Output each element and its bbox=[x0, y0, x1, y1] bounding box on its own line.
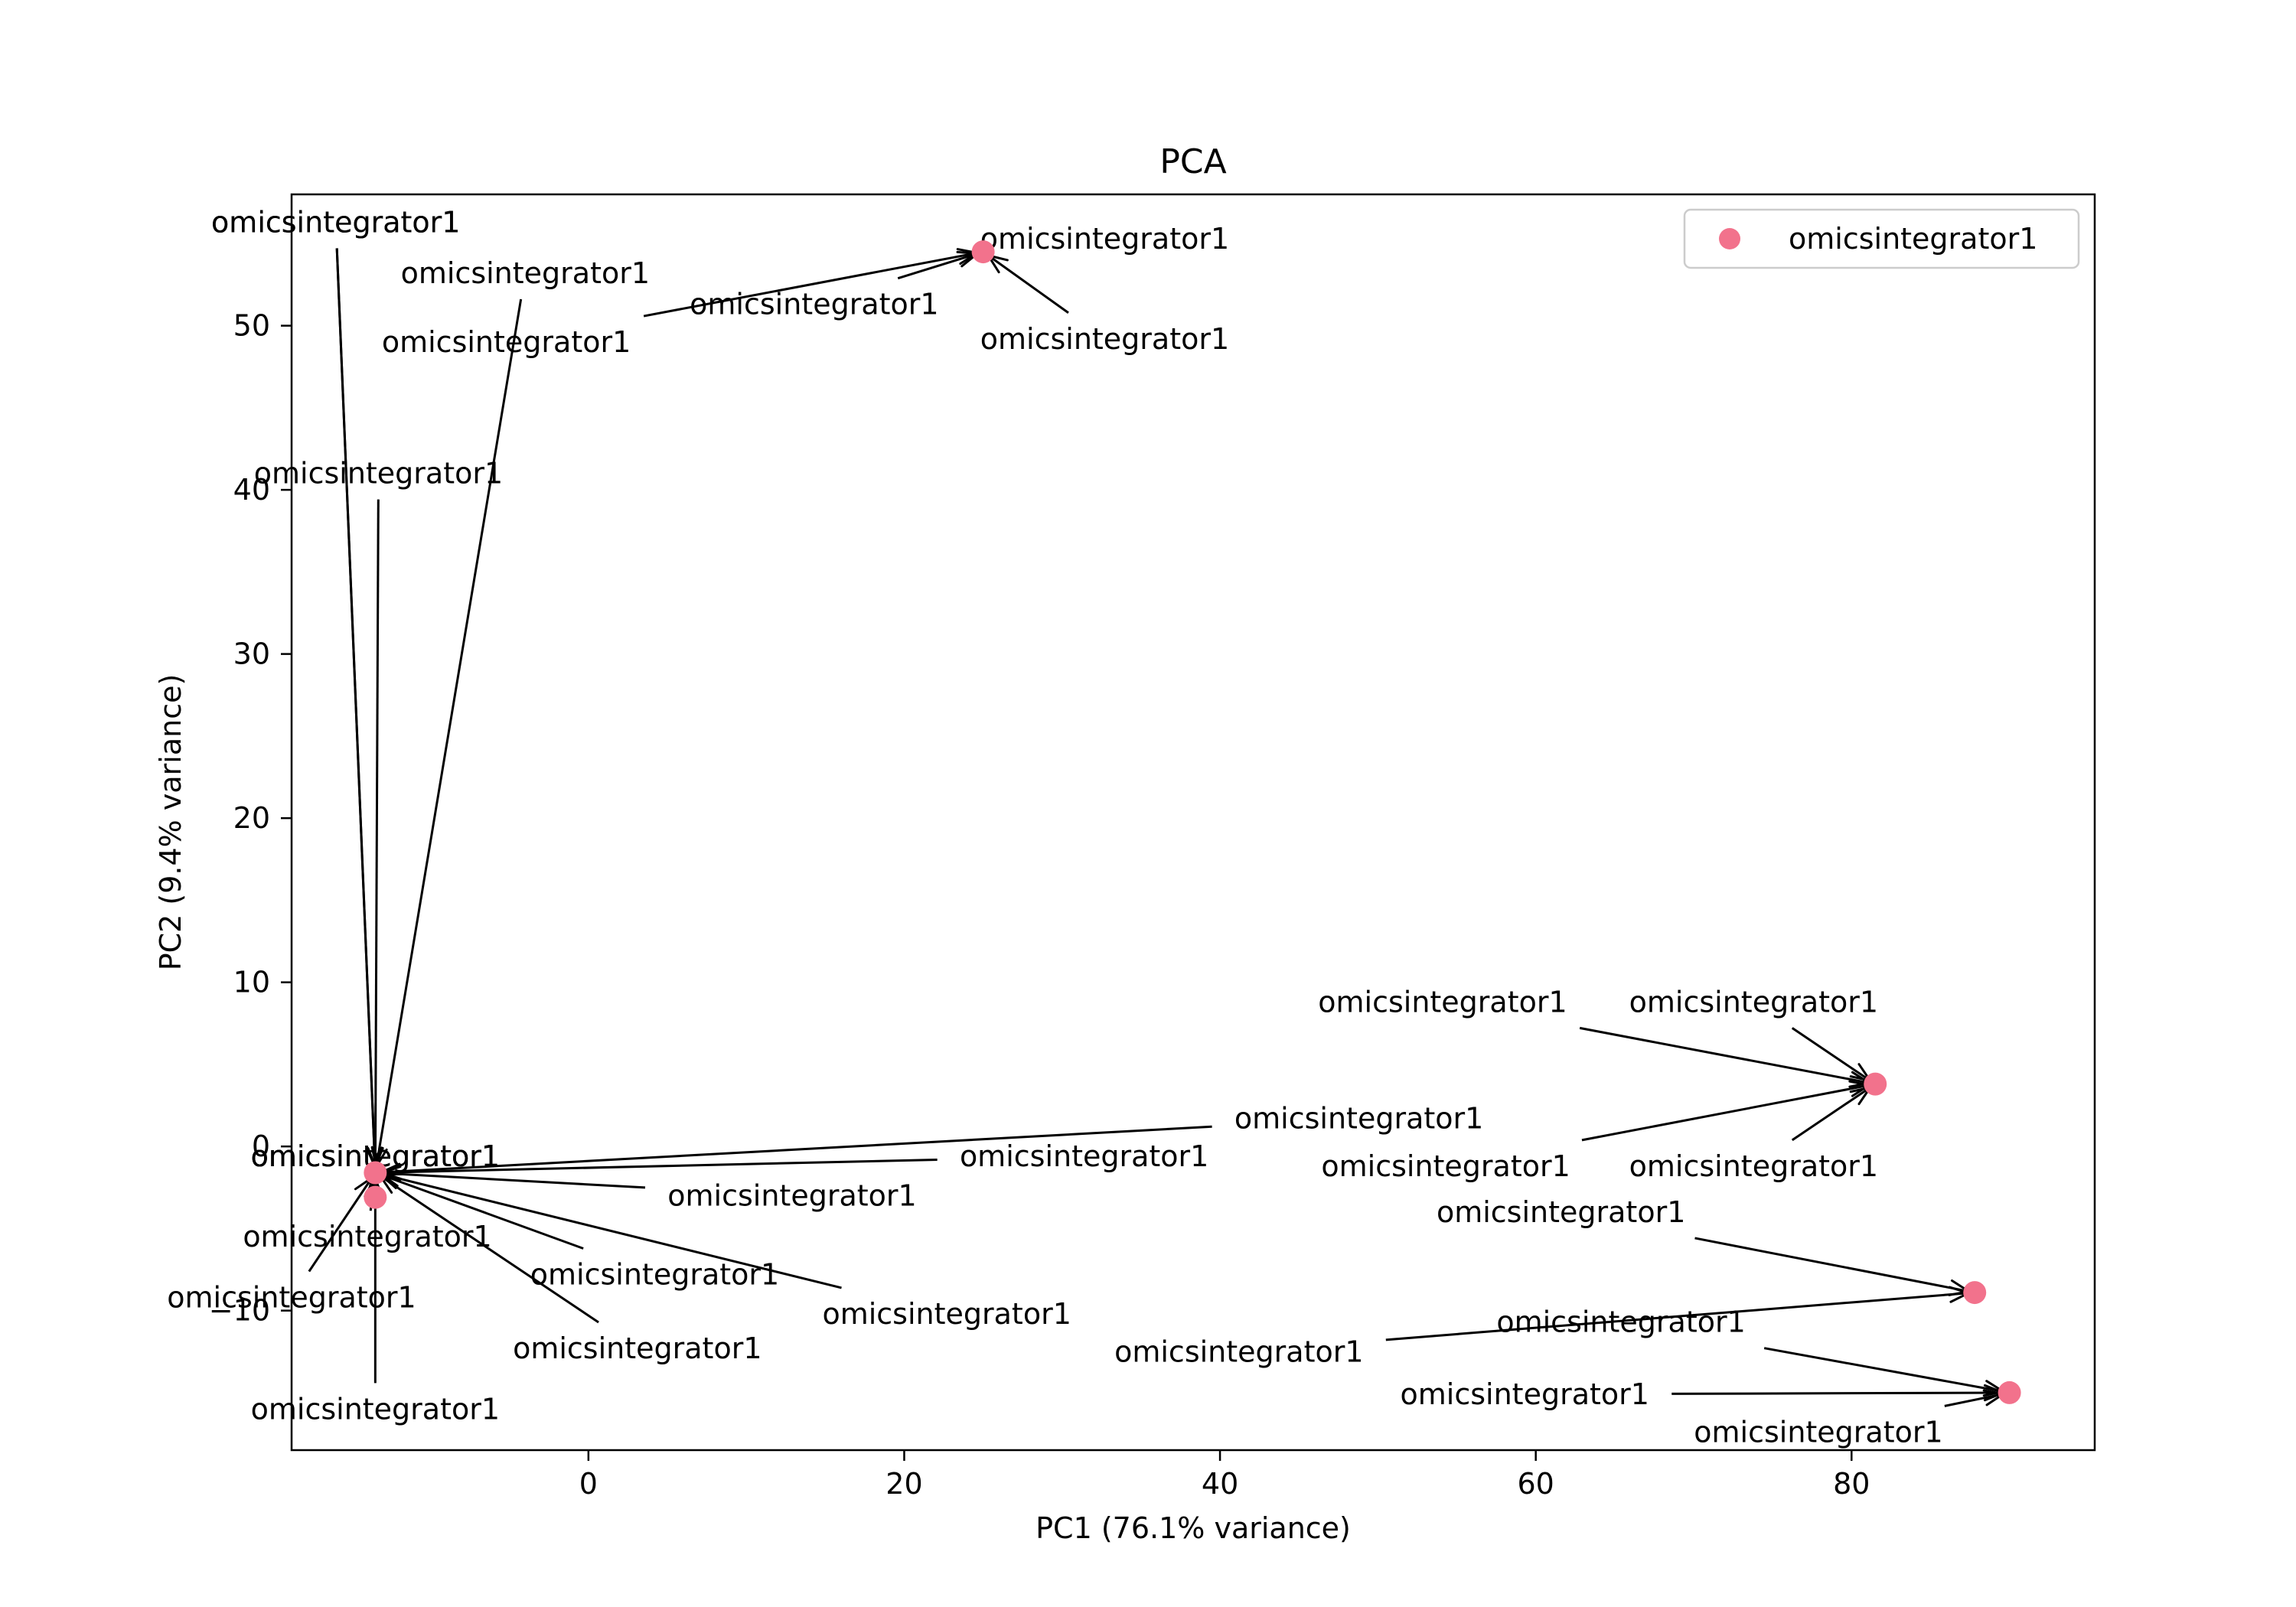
annotation-label: omicsintegrator1 bbox=[1318, 985, 1567, 1019]
annotation-arrow bbox=[308, 1177, 373, 1273]
annotation-label: omicsintegrator1 bbox=[211, 205, 460, 239]
annotation-arrow bbox=[1791, 1027, 1871, 1082]
legend-marker bbox=[1719, 228, 1740, 249]
annotation-label: omicsintegrator1 bbox=[243, 1220, 491, 1253]
x-tick-label: 0 bbox=[579, 1467, 598, 1501]
annotation-arrow bbox=[381, 1172, 646, 1189]
x-tick-label: 80 bbox=[1833, 1467, 1870, 1501]
data-points bbox=[364, 240, 2021, 1404]
annotation-label: omicsintegrator1 bbox=[1401, 1377, 1649, 1411]
y-tick-label: 0 bbox=[252, 1129, 270, 1163]
y-tick-label: −10 bbox=[209, 1294, 270, 1328]
annotation-arrow bbox=[1944, 1393, 2004, 1407]
annotation-label: omicsintegrator1 bbox=[1321, 1149, 1570, 1183]
y-tick-label: 20 bbox=[233, 801, 270, 835]
annotation-arrow bbox=[375, 298, 523, 1167]
legend: omicsintegrator1 bbox=[1683, 208, 2080, 269]
data-point bbox=[364, 1185, 387, 1209]
annotation-label: omicsintegrator1 bbox=[382, 325, 631, 359]
annotation-arrow bbox=[1763, 1347, 2004, 1393]
annotation-label: omicsintegrator1 bbox=[980, 222, 1229, 256]
annotation-label: omicsintegrator1 bbox=[822, 1297, 1071, 1331]
y-tick-label: 40 bbox=[233, 473, 270, 507]
annotation-arrow bbox=[1791, 1086, 1871, 1142]
y-tick-label: 10 bbox=[233, 966, 270, 999]
data-point bbox=[1864, 1072, 1887, 1096]
annotation-label: omicsintegrator1 bbox=[667, 1179, 916, 1213]
annotation-arrow bbox=[897, 253, 978, 280]
y-axis-label: PC2 (9.4% variance) bbox=[154, 674, 188, 971]
x-tick-label: 60 bbox=[1518, 1467, 1554, 1501]
annotation-arrow bbox=[380, 1175, 599, 1324]
annotation-label: omicsintegrator1 bbox=[251, 1392, 500, 1426]
annotation-arrow bbox=[381, 1158, 938, 1174]
data-point bbox=[971, 240, 995, 264]
annotation-label: omicsintegrator1 bbox=[1437, 1195, 1685, 1229]
y-tick-label: 50 bbox=[233, 309, 270, 343]
y-tick-label: 30 bbox=[233, 637, 270, 671]
x-axis-label: PC1 (76.1% variance) bbox=[1035, 1511, 1351, 1545]
annotation-arrow bbox=[987, 254, 1069, 314]
annotation-label: omicsintegrator1 bbox=[1496, 1305, 1745, 1339]
annotation-label: omicsintegrator1 bbox=[211, 205, 460, 239]
x-axis-ticks: 0 20 40 60 80 bbox=[579, 1450, 1870, 1501]
legend-box bbox=[1683, 208, 2080, 269]
legend-label: omicsintegrator1 bbox=[1789, 222, 2037, 256]
y-axis-ticks: −10 0 10 20 30 40 50 bbox=[209, 309, 292, 1328]
annotation-arrow bbox=[381, 1125, 1212, 1174]
annotation-arrow bbox=[1579, 1026, 1870, 1084]
annotation-label: omicsintegrator1 bbox=[1234, 1102, 1483, 1136]
annotation-label: omicsintegrator1 bbox=[513, 1332, 762, 1365]
annotation-arrow bbox=[380, 1173, 584, 1250]
x-tick-label: 40 bbox=[1202, 1467, 1238, 1501]
annotation-arrow bbox=[1385, 1292, 1969, 1341]
data-point bbox=[1963, 1281, 1987, 1305]
annotation-arrow bbox=[1581, 1084, 1870, 1142]
annotation-arrow bbox=[380, 1172, 842, 1289]
annotation-label: omicsintegrator1 bbox=[1114, 1335, 1363, 1368]
annotation-label: omicsintegrator1 bbox=[960, 1139, 1208, 1173]
annotation-arrow bbox=[373, 499, 380, 1167]
annotation-label: omicsintegrator1 bbox=[1629, 985, 1878, 1019]
chart-title: PCA bbox=[1159, 142, 1226, 181]
plot-frame bbox=[290, 193, 2096, 1452]
annotation-arrow bbox=[1694, 1237, 1969, 1293]
annotation-label: omicsintegrator1 bbox=[980, 322, 1229, 356]
data-point bbox=[364, 1161, 387, 1185]
annotation-label: omicsintegrator1 bbox=[690, 288, 938, 321]
x-tick-label: 20 bbox=[885, 1467, 922, 1501]
annotation-arrow bbox=[335, 248, 377, 1167]
annotation-label: omicsintegrator1 bbox=[254, 457, 503, 491]
annotation-arrow bbox=[643, 252, 978, 318]
annotation-label: omicsintegrator1 bbox=[1629, 1149, 1878, 1183]
annotation-label: omicsintegrator1 bbox=[1694, 1415, 1942, 1449]
data-point bbox=[1998, 1380, 2021, 1404]
annotation-label: omicsintegrator1 bbox=[401, 256, 650, 290]
